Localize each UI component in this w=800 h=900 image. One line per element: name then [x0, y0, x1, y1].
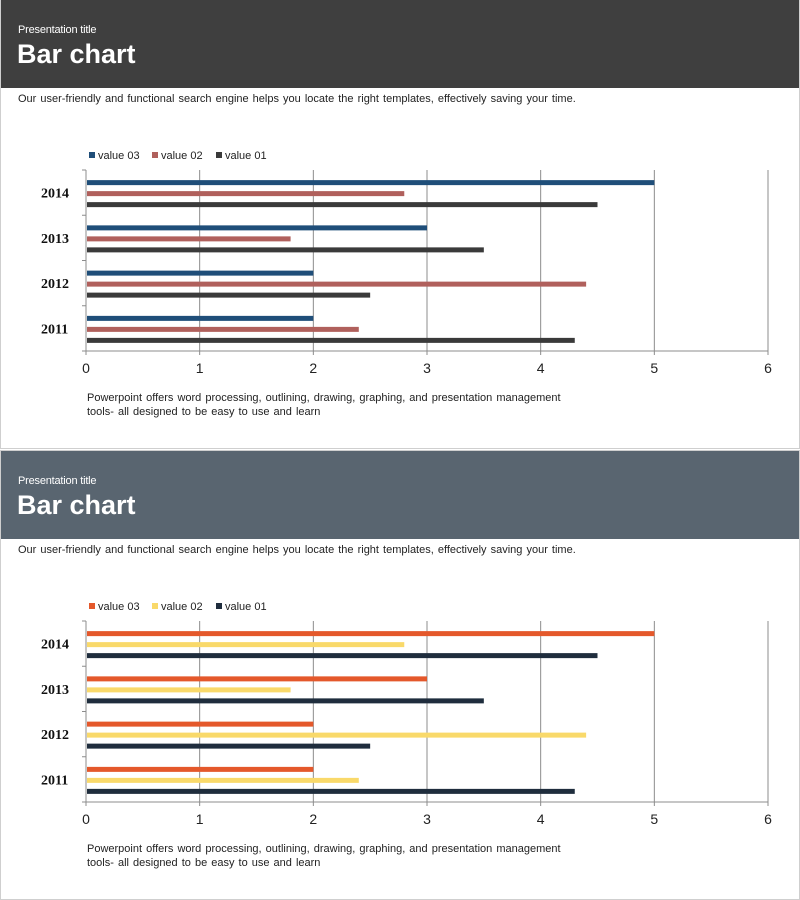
category-label: 2012: [41, 728, 69, 743]
bar-value-03-2011: [87, 766, 314, 772]
category-label: 2013: [41, 683, 69, 698]
legend-swatch: [89, 603, 95, 609]
x-tick-label: 0: [82, 360, 90, 376]
bar-chart: 0 1 2 3 4 5 6 2011 2012 2013 2014: [41, 169, 772, 376]
x-tick-label: 1: [196, 360, 204, 376]
x-tick-label: 5: [650, 811, 658, 827]
bar-value-02-2011: [87, 777, 359, 783]
category-label: 2013: [41, 232, 69, 247]
bar-value-01-2012: [87, 292, 371, 298]
bar-value-03-2012: [87, 270, 314, 276]
x-tick-label: 6: [764, 360, 772, 376]
slide-header: Presentation title Bar chart: [1, 451, 799, 539]
bar-value-03-2013: [87, 676, 427, 682]
category-label: 2014: [41, 187, 69, 202]
bar-chart: 0 1 2 3 4 5 6 2011 2012 2013 2014: [41, 620, 772, 827]
x-tick-label: 0: [82, 811, 90, 827]
bar-value-02-2011: [87, 326, 359, 332]
slide-subtitle: Our user-friendly and functional search …: [18, 93, 576, 105]
legend-label: value 01: [225, 601, 267, 613]
x-tick-label: 4: [537, 811, 545, 827]
legend-item-value-02: value 02: [152, 150, 203, 162]
slide-title: Bar chart: [17, 39, 136, 69]
slide-header: Presentation title Bar chart: [1, 0, 799, 88]
x-tick-label: 3: [423, 360, 431, 376]
bar-value-03-2011: [87, 315, 314, 321]
category-label: 2011: [41, 773, 68, 788]
legend-label: value 02: [161, 601, 203, 613]
legend-label: value 01: [225, 150, 267, 162]
slide-footnote: Powerpoint offers word processing, outli…: [87, 843, 561, 869]
bar-value-03-2012: [87, 721, 314, 727]
bar-value-01-2013: [87, 698, 484, 704]
bar-value-03-2014: [87, 180, 655, 186]
bar-value-02-2012: [87, 281, 587, 287]
bar-value-03-2013: [87, 225, 427, 231]
x-tick-label: 2: [309, 360, 317, 376]
category-label: 2014: [41, 638, 69, 653]
slide-1: Presentation title Bar chart Our user-fr…: [0, 0, 800, 449]
slide-title: Bar chart: [17, 490, 136, 520]
x-tick-label: 4: [537, 360, 545, 376]
legend-label: value 03: [98, 150, 140, 162]
presentation-title: Presentation title: [18, 24, 97, 36]
category-label: 2011: [41, 322, 68, 337]
bar-value-01-2011: [87, 788, 575, 794]
presentation-title: Presentation title: [18, 475, 97, 487]
bar-value-02-2012: [87, 732, 587, 738]
bar-value-02-2013: [87, 687, 291, 693]
bar-value-02-2013: [87, 236, 291, 242]
x-tick-label: 2: [309, 811, 317, 827]
slide-2: Presentation title Bar chart Our user-fr…: [0, 450, 800, 900]
legend-label: value 02: [161, 150, 203, 162]
bar-value-01-2014: [87, 202, 598, 208]
legend-swatch: [152, 603, 158, 609]
x-tick-label: 1: [196, 811, 204, 827]
legend-swatch: [216, 152, 222, 158]
legend-swatch: [216, 603, 222, 609]
slide-footnote: Powerpoint offers word processing, outli…: [87, 392, 561, 418]
bar-value-03-2014: [87, 631, 655, 637]
legend-item-value-01: value 01: [216, 150, 267, 162]
bar-value-01-2013: [87, 247, 484, 253]
legend-item-value-01: value 01: [216, 601, 267, 613]
x-tick-label: 3: [423, 811, 431, 827]
x-tick-label: 5: [650, 360, 658, 376]
bar-value-01-2011: [87, 337, 575, 343]
legend-item-value-03: value 03: [89, 601, 140, 613]
legend-swatch: [89, 152, 95, 158]
bar-value-02-2014: [87, 191, 405, 197]
slide-subtitle: Our user-friendly and functional search …: [18, 544, 576, 556]
x-tick-label: 6: [764, 811, 772, 827]
bar-value-01-2014: [87, 653, 598, 659]
legend-label: value 03: [98, 601, 140, 613]
bar-value-01-2012: [87, 743, 371, 749]
legend-item-value-03: value 03: [89, 150, 140, 162]
legend-item-value-02: value 02: [152, 601, 203, 613]
legend-swatch: [152, 152, 158, 158]
category-label: 2012: [41, 277, 69, 292]
bar-value-02-2014: [87, 642, 405, 648]
